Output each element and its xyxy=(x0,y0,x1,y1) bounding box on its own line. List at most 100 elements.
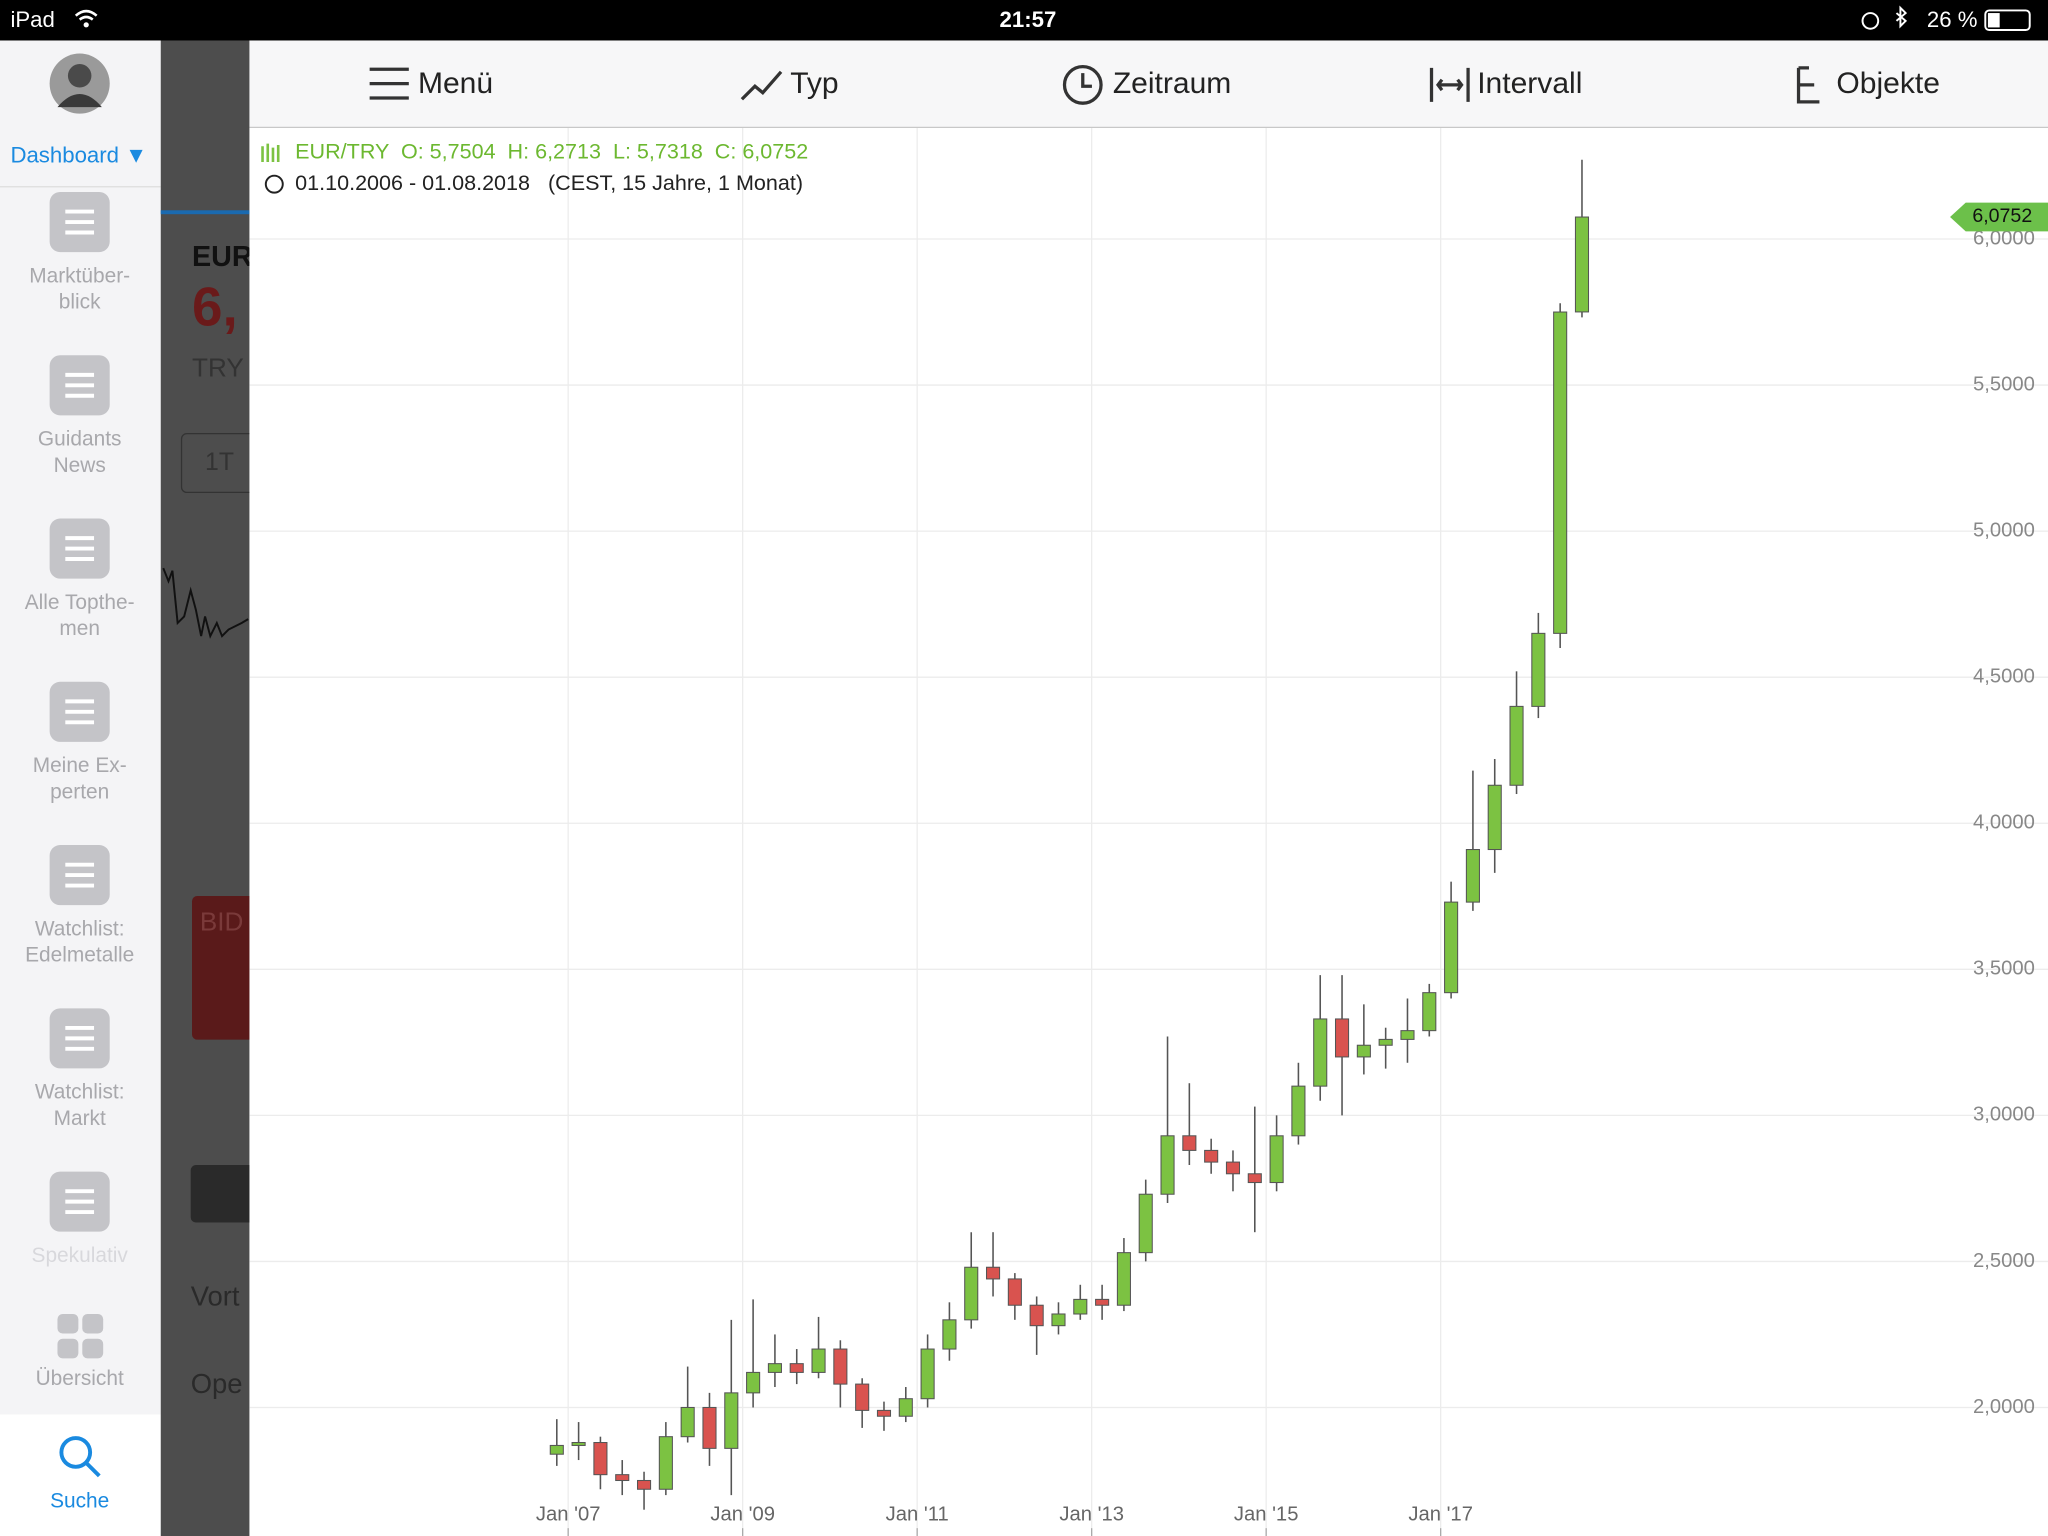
sidebar-label[interactable]: men xyxy=(59,617,100,640)
panel-price: 6, xyxy=(192,275,238,337)
sidebar-label[interactable]: Alle Topthe- xyxy=(25,591,135,614)
candle-body xyxy=(942,1319,957,1350)
x-tick-label: Jan '15 xyxy=(1234,1503,1299,1525)
legend-text: EUR/TRY O: 5,7504 H: 6,2713 L: 5,7318 C:… xyxy=(295,139,808,164)
toolbar-button[interactable]: Typ xyxy=(790,67,838,100)
candle-body xyxy=(964,1266,979,1321)
sidebar-glyph xyxy=(65,536,95,561)
y-tick-label: 4,0000 xyxy=(1973,812,2035,834)
sidebar-label[interactable]: blick xyxy=(59,291,101,314)
candle-body xyxy=(1378,1038,1393,1046)
panel-button xyxy=(190,1165,250,1223)
candle-body xyxy=(811,1348,826,1373)
candle-body xyxy=(1334,1018,1350,1058)
candle-body xyxy=(1051,1313,1066,1327)
candle-body xyxy=(1247,1173,1262,1184)
background-panel xyxy=(160,40,250,1536)
grid-icon-cell xyxy=(82,1338,104,1359)
range-button xyxy=(180,432,250,494)
candle-body xyxy=(1116,1252,1131,1306)
toolbar-button[interactable]: Intervall xyxy=(1477,67,1582,100)
menu-icon xyxy=(369,67,409,100)
candle-body xyxy=(549,1444,564,1455)
sidebar-label[interactable]: Spekulativ xyxy=(32,1244,129,1267)
search-icon-handle xyxy=(84,1461,101,1478)
battery-percent: 26 % xyxy=(1927,7,1978,32)
candle-body xyxy=(855,1383,870,1411)
avatar-head xyxy=(67,64,92,88)
candle-body xyxy=(1182,1135,1197,1151)
battery-level xyxy=(1987,13,2000,28)
y-tick-label: 6,0000 xyxy=(1973,227,2035,249)
candle-body xyxy=(1313,1018,1328,1087)
sidebar-label[interactable]: Watchlist: xyxy=(35,917,125,940)
candle-body xyxy=(615,1474,630,1482)
sidebar-label[interactable]: Übersicht xyxy=(36,1367,124,1390)
y-tick-label: 3,5000 xyxy=(1973,958,2035,980)
candle-body xyxy=(789,1363,804,1373)
sidebar-label[interactable]: Guidants xyxy=(38,428,122,451)
search-icon xyxy=(59,1436,93,1469)
candle-body xyxy=(658,1436,673,1490)
chart-subtitle: 01.10.2006 - 01.08.2018 (CEST, 15 Jahre,… xyxy=(295,170,803,195)
sidebar-label[interactable]: Meine Ex- xyxy=(33,754,127,777)
candle-body xyxy=(833,1348,848,1385)
candle-body xyxy=(1356,1044,1371,1058)
sidebar-label[interactable]: News xyxy=(54,454,106,477)
device-name: iPad xyxy=(10,7,54,32)
avatar-body xyxy=(57,94,102,108)
candle-body xyxy=(767,1363,782,1373)
x-tick-label: Jan '17 xyxy=(1408,1503,1473,1525)
candle-body xyxy=(1160,1135,1175,1195)
sidebar-label[interactable]: Watchlist: xyxy=(35,1081,125,1104)
search-label: Suche xyxy=(50,1490,109,1513)
x-tick-label: Jan '09 xyxy=(710,1503,775,1525)
candle-body xyxy=(680,1406,695,1438)
toolbar-button[interactable]: Menü xyxy=(418,67,493,100)
sidebar-label[interactable]: Marktüber- xyxy=(29,264,130,287)
toolbar-button[interactable]: Objekte xyxy=(1836,67,1940,100)
candle-body xyxy=(1204,1149,1219,1163)
candle-body xyxy=(985,1266,1001,1280)
y-tick-label: 2,5000 xyxy=(1973,1250,2035,1272)
panel-range: 1T xyxy=(205,449,234,476)
candle-body xyxy=(1007,1278,1022,1306)
dashboard-link[interactable]: Dashboard ▼ xyxy=(10,143,147,168)
panel-sparkline xyxy=(162,567,249,639)
candle-body xyxy=(593,1442,608,1476)
period-icon xyxy=(1062,64,1103,105)
candle-body xyxy=(1400,1030,1415,1040)
candle-body xyxy=(1465,849,1480,903)
panel-accent xyxy=(160,210,250,215)
candle-body xyxy=(1291,1085,1306,1137)
clock: 21:57 xyxy=(1000,7,1057,32)
y-tick-label: 5,5000 xyxy=(1973,373,2035,395)
candle-body xyxy=(920,1348,935,1400)
objects-icon xyxy=(1796,66,1820,104)
x-tick-label: Jan '11 xyxy=(886,1503,949,1525)
toolbar xyxy=(249,40,2048,127)
sidebar-label[interactable]: Edelmetalle xyxy=(25,944,134,967)
sidebar-glyph xyxy=(65,862,95,888)
toolbar-button[interactable]: Zeitraum xyxy=(1113,67,1231,100)
candle-body xyxy=(1422,992,1437,1032)
candle-body xyxy=(571,1442,586,1446)
grid-icon-cell xyxy=(57,1313,79,1334)
candle-body xyxy=(1225,1161,1241,1175)
search-tab[interactable] xyxy=(0,1414,161,1536)
candle-body xyxy=(724,1392,739,1449)
candle-body xyxy=(1574,216,1590,313)
candle-body xyxy=(1029,1304,1044,1327)
sidebar xyxy=(0,40,161,1536)
y-tick-label: 2,0000 xyxy=(1973,1396,2035,1418)
candle-body xyxy=(1095,1298,1110,1306)
status-bar xyxy=(0,0,2048,41)
y-tick-label: 5,0000 xyxy=(1973,519,2035,541)
battery-icon xyxy=(1984,9,2031,32)
sidebar-label[interactable]: Markt xyxy=(54,1107,106,1130)
candle-body xyxy=(1444,901,1459,994)
bluetooth-icon xyxy=(1895,5,1908,29)
time-icon xyxy=(264,174,284,194)
bid-box xyxy=(192,896,250,1040)
sidebar-label[interactable]: perten xyxy=(50,780,109,803)
